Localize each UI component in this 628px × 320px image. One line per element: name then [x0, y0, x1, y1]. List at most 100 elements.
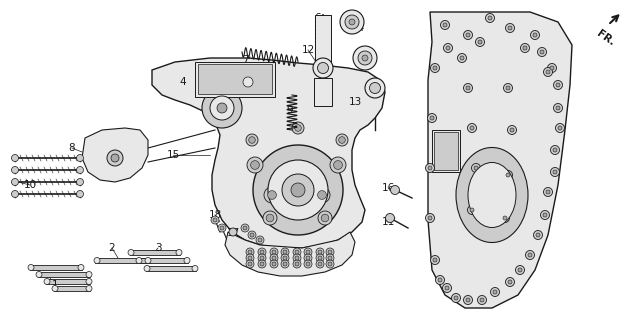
Circle shape — [369, 83, 381, 93]
Circle shape — [304, 248, 312, 256]
Circle shape — [176, 250, 182, 255]
Circle shape — [534, 230, 543, 239]
Circle shape — [295, 262, 299, 266]
Circle shape — [295, 256, 299, 260]
Polygon shape — [225, 232, 355, 276]
Circle shape — [440, 20, 450, 29]
Circle shape — [540, 50, 544, 54]
Circle shape — [543, 188, 553, 196]
Text: 17: 17 — [226, 228, 240, 238]
Circle shape — [316, 248, 324, 256]
Circle shape — [316, 260, 324, 268]
Circle shape — [260, 262, 264, 266]
Circle shape — [358, 51, 372, 65]
Text: 14: 14 — [352, 23, 365, 33]
Circle shape — [260, 250, 264, 254]
Text: 10: 10 — [23, 180, 36, 190]
Bar — [138, 258, 188, 263]
Circle shape — [77, 166, 84, 173]
Circle shape — [268, 160, 328, 220]
Circle shape — [490, 287, 499, 297]
Circle shape — [446, 46, 450, 50]
Circle shape — [282, 174, 314, 206]
Circle shape — [466, 86, 470, 90]
Circle shape — [558, 126, 562, 130]
Circle shape — [345, 15, 359, 29]
Circle shape — [430, 116, 434, 120]
Circle shape — [283, 262, 287, 266]
Circle shape — [192, 266, 198, 271]
Circle shape — [333, 161, 342, 169]
Circle shape — [86, 285, 92, 292]
Polygon shape — [428, 12, 572, 308]
Circle shape — [433, 66, 437, 70]
Circle shape — [426, 164, 435, 172]
Circle shape — [506, 86, 510, 90]
Circle shape — [506, 173, 510, 177]
Circle shape — [510, 128, 514, 132]
Text: 7: 7 — [242, 55, 248, 65]
Circle shape — [353, 46, 377, 70]
Circle shape — [526, 251, 534, 260]
Circle shape — [293, 254, 301, 262]
Circle shape — [270, 254, 278, 262]
Circle shape — [326, 260, 334, 268]
Circle shape — [321, 214, 329, 222]
Circle shape — [272, 250, 276, 254]
Circle shape — [304, 260, 312, 268]
Circle shape — [11, 166, 18, 173]
Circle shape — [326, 248, 334, 256]
Circle shape — [229, 228, 237, 236]
Circle shape — [506, 23, 514, 33]
Circle shape — [328, 256, 332, 260]
Circle shape — [553, 148, 557, 152]
Circle shape — [250, 233, 254, 237]
Circle shape — [467, 205, 477, 214]
Circle shape — [523, 46, 527, 50]
Circle shape — [477, 295, 487, 305]
Circle shape — [248, 231, 256, 239]
Circle shape — [248, 262, 252, 266]
Circle shape — [258, 260, 266, 268]
Circle shape — [11, 155, 18, 162]
Circle shape — [246, 248, 254, 256]
Circle shape — [553, 170, 557, 174]
Circle shape — [313, 58, 333, 78]
Text: 4: 4 — [180, 77, 187, 87]
Circle shape — [467, 124, 477, 132]
Circle shape — [247, 157, 263, 173]
Bar — [30, 265, 82, 270]
Circle shape — [336, 134, 348, 146]
Circle shape — [238, 72, 258, 92]
Circle shape — [428, 114, 436, 123]
Text: 5: 5 — [365, 85, 371, 95]
Circle shape — [531, 30, 539, 39]
Text: 11: 11 — [381, 217, 394, 227]
Text: 15: 15 — [166, 150, 180, 160]
Circle shape — [243, 226, 247, 230]
Circle shape — [318, 250, 322, 254]
Bar — [54, 286, 90, 291]
Circle shape — [218, 224, 226, 232]
Circle shape — [111, 154, 119, 162]
Ellipse shape — [456, 148, 528, 243]
Circle shape — [258, 254, 266, 262]
Circle shape — [433, 258, 437, 262]
Circle shape — [330, 157, 346, 173]
Circle shape — [458, 53, 467, 62]
Circle shape — [281, 248, 289, 256]
Ellipse shape — [468, 163, 516, 228]
Circle shape — [94, 258, 100, 263]
Circle shape — [11, 190, 18, 197]
Circle shape — [528, 253, 532, 257]
Text: 2: 2 — [109, 243, 116, 253]
Circle shape — [128, 250, 134, 255]
Circle shape — [77, 155, 84, 162]
Circle shape — [52, 285, 58, 292]
Circle shape — [518, 268, 522, 272]
Circle shape — [78, 265, 84, 270]
Circle shape — [246, 260, 254, 268]
Circle shape — [391, 186, 399, 195]
Circle shape — [463, 84, 472, 92]
Circle shape — [213, 218, 217, 222]
